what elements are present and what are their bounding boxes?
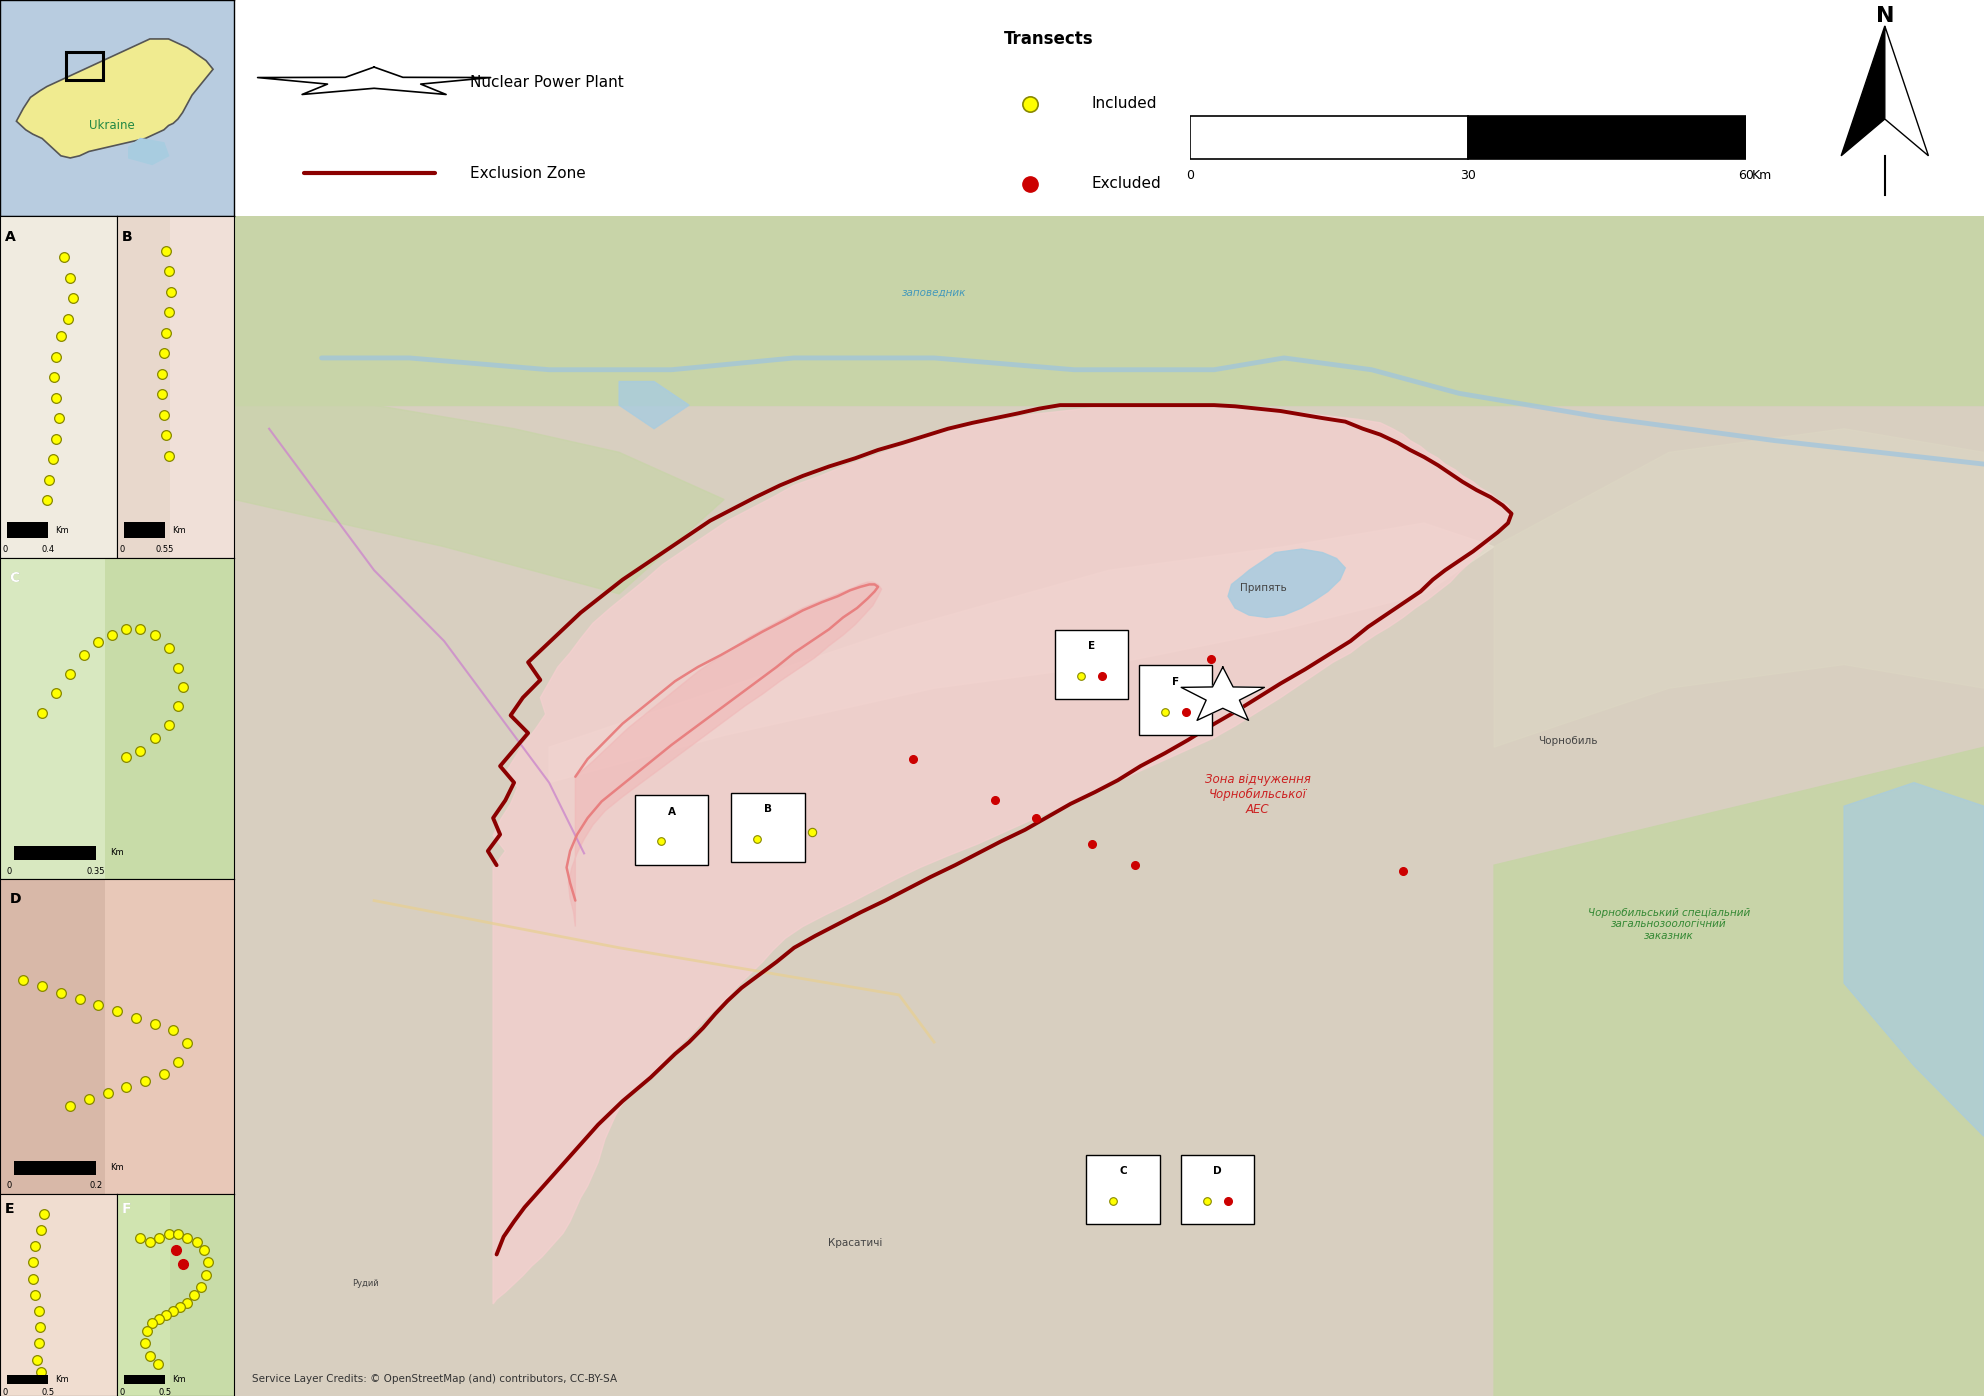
Text: B: B: [121, 230, 133, 244]
Polygon shape: [1494, 747, 1984, 1396]
Text: Красатичі: Красатичі: [827, 1238, 883, 1248]
Text: C: C: [10, 571, 20, 585]
Text: 0: 0: [6, 867, 12, 875]
Text: E: E: [4, 1202, 14, 1216]
Polygon shape: [129, 138, 169, 165]
Text: 0.2: 0.2: [89, 1181, 103, 1189]
Text: Km: Km: [56, 526, 69, 535]
Text: Рудий: Рудий: [351, 1280, 379, 1289]
Text: Km: Km: [1752, 169, 1772, 183]
Text: E: E: [4, 1202, 14, 1216]
Polygon shape: [1494, 429, 1984, 747]
FancyBboxPatch shape: [635, 794, 708, 864]
Text: 0.55: 0.55: [157, 544, 175, 554]
Polygon shape: [234, 216, 1984, 405]
Polygon shape: [1841, 27, 1885, 156]
Text: 0.35: 0.35: [87, 867, 105, 875]
Text: F: F: [1173, 677, 1178, 687]
Text: 0.4: 0.4: [42, 544, 54, 554]
Text: N: N: [1875, 7, 1895, 27]
Polygon shape: [1843, 783, 1984, 1136]
Text: 0: 0: [119, 544, 125, 554]
FancyBboxPatch shape: [730, 793, 806, 863]
Bar: [117, 1194, 171, 1396]
Bar: [0, 558, 105, 879]
Text: Чорнобильський спеціальний
загальнозоологічний
заказник: Чорнобильський спеціальний загальнозооло…: [1587, 907, 1750, 941]
Text: B: B: [121, 230, 133, 244]
Text: Transects: Transects: [1004, 29, 1093, 47]
Text: F: F: [121, 1202, 131, 1216]
Bar: [14, 846, 95, 860]
Polygon shape: [1180, 667, 1264, 720]
Text: 0: 0: [1186, 169, 1194, 183]
Polygon shape: [16, 39, 212, 158]
Text: Exclusion Zone: Exclusion Zone: [470, 166, 585, 180]
Text: Included: Included: [1091, 96, 1157, 112]
Text: Припять: Припять: [1240, 584, 1288, 593]
Text: B: B: [764, 804, 772, 814]
Text: C: C: [10, 571, 20, 585]
Polygon shape: [494, 405, 1512, 1304]
Polygon shape: [619, 381, 688, 429]
Polygon shape: [550, 524, 1494, 783]
Text: 0.5: 0.5: [159, 1388, 171, 1396]
Text: F: F: [121, 1202, 131, 1216]
Bar: [65, 52, 103, 80]
FancyBboxPatch shape: [1087, 1154, 1161, 1224]
Bar: [125, 522, 165, 537]
FancyBboxPatch shape: [1055, 630, 1129, 699]
Text: 60: 60: [1738, 169, 1754, 183]
Text: 30: 30: [1460, 169, 1476, 183]
Text: A: A: [4, 230, 16, 244]
Text: E: E: [1087, 642, 1095, 652]
Text: Зона відчуження
Чорнобильської
АЕС: Зона відчуження Чорнобильської АЕС: [1204, 773, 1311, 815]
Text: D: D: [1214, 1167, 1222, 1177]
Bar: [117, 216, 171, 558]
Polygon shape: [258, 67, 490, 95]
Text: 0: 0: [2, 1388, 8, 1396]
Polygon shape: [234, 405, 724, 593]
Text: заповедник: заповедник: [903, 288, 966, 299]
Text: Service Layer Credits: © OpenStreetMap (and) contributors, CC-BY-SA: Service Layer Credits: © OpenStreetMap (…: [252, 1374, 617, 1385]
Text: Nuclear Power Plant: Nuclear Power Plant: [470, 75, 625, 89]
FancyBboxPatch shape: [1180, 1154, 1254, 1224]
Text: D: D: [10, 892, 22, 906]
Text: D: D: [10, 892, 22, 906]
Text: Ukraine: Ukraine: [89, 119, 135, 133]
Text: Km: Km: [173, 526, 186, 535]
Bar: [14, 1160, 95, 1175]
Bar: [0, 879, 105, 1194]
Text: Km: Km: [56, 1375, 69, 1383]
Bar: [1190, 116, 1468, 159]
Bar: [125, 1375, 165, 1383]
Text: A: A: [667, 807, 677, 817]
Polygon shape: [567, 582, 881, 927]
Text: 0.5: 0.5: [42, 1388, 54, 1396]
Bar: [8, 1375, 48, 1383]
Text: Excluded: Excluded: [1091, 176, 1161, 191]
Text: Km: Km: [109, 849, 123, 857]
Polygon shape: [1228, 549, 1345, 617]
Bar: [8, 522, 48, 537]
Text: Km: Km: [109, 1163, 123, 1173]
Text: 0: 0: [119, 1388, 125, 1396]
Text: 0: 0: [6, 1181, 12, 1189]
FancyBboxPatch shape: [1139, 666, 1212, 734]
Polygon shape: [1885, 27, 1928, 156]
Bar: [1468, 116, 1746, 159]
Text: 0: 0: [2, 544, 8, 554]
Text: A: A: [4, 230, 16, 244]
Text: Km: Km: [173, 1375, 186, 1383]
Text: Чорнобиль: Чорнобиль: [1538, 736, 1597, 747]
Text: C: C: [1119, 1167, 1127, 1177]
